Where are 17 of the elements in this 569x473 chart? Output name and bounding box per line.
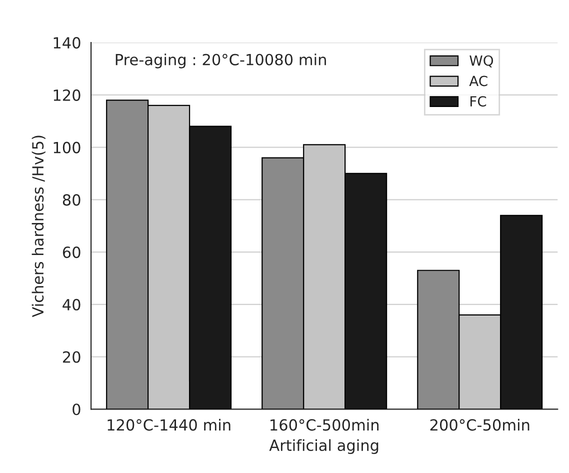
legend-label: FC <box>470 96 486 107</box>
y-axis-title: Vichers hardness /Hv(5) <box>32 136 46 318</box>
annotation: Pre-aging : 20°C-10080 min <box>116 54 326 68</box>
x-tick-label: 120°C-1440 min <box>108 418 230 431</box>
x-axis-title: Artificial aging <box>269 439 378 454</box>
y-tick-label: 120 <box>54 89 80 101</box>
legend-label: AC <box>469 76 488 86</box>
x-tick-label: 160°C-500min <box>270 418 379 431</box>
y-tick-label: 140 <box>54 37 80 49</box>
y-tick-label: 60 <box>62 246 80 258</box>
y-tick-label: 0 <box>72 404 80 416</box>
y-tick-label: 20 <box>62 351 80 363</box>
legend-label: WQ <box>470 55 494 68</box>
x-tick-label: 200°C-50min <box>430 418 530 431</box>
y-tick-label: 80 <box>62 194 80 206</box>
y-tick-label: 40 <box>62 298 80 310</box>
y-tick-label: 100 <box>54 142 80 154</box>
